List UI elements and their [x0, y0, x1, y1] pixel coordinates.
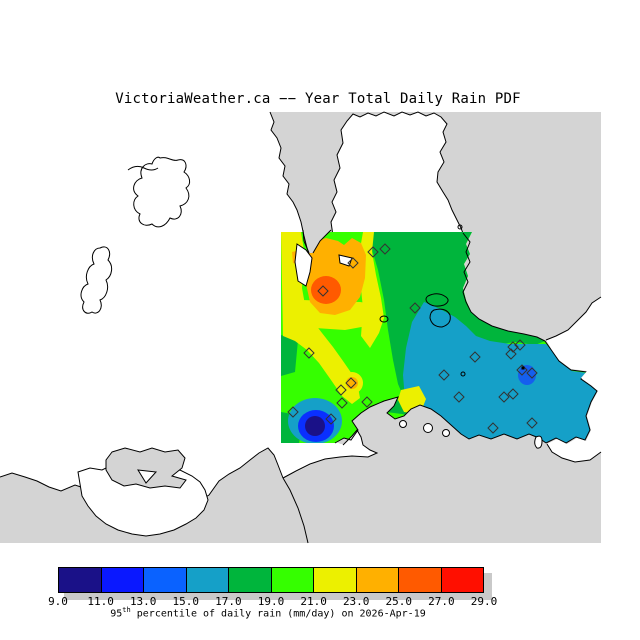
zero-rock-islet	[379, 315, 389, 323]
station-marker	[498, 391, 510, 403]
colorbar-tick: 19.0	[257, 595, 285, 608]
small-islet-1	[460, 371, 466, 377]
albert-head-coastline	[282, 477, 309, 544]
colorbar-tick: 21.0	[300, 595, 327, 608]
station-marker	[438, 369, 450, 381]
contour-teal-lobe	[403, 302, 597, 443]
esquimalt-islet-1	[399, 420, 407, 428]
station-marker	[367, 246, 379, 258]
colorbar-segment	[144, 568, 187, 592]
station-marker	[526, 417, 538, 429]
station-marker	[507, 341, 519, 353]
station-marker	[507, 388, 519, 400]
station-marker	[505, 348, 517, 360]
station-marker	[453, 391, 465, 403]
colorbar-tick: 13.0	[129, 595, 157, 608]
colorbar-tick: 11.0	[87, 595, 114, 608]
colorbar-segment	[356, 568, 399, 592]
river-squiggle	[127, 165, 159, 171]
colorbar-tick: 23.0	[342, 595, 370, 608]
saanich-peninsula-land	[331, 112, 464, 236]
colorbar-segment	[314, 568, 357, 592]
sooke-basin-islet	[137, 469, 158, 484]
san-juan-island-land	[546, 297, 601, 462]
station-marker	[409, 302, 421, 314]
station-marker	[516, 364, 528, 376]
station-marker	[336, 397, 348, 409]
harbour-islet	[534, 435, 543, 449]
station-marker	[335, 384, 347, 396]
caption-text: percentile of daily rain (mm/day) on 202…	[130, 608, 426, 620]
colorbar-segment	[399, 568, 442, 592]
colorbar-segment	[101, 568, 144, 592]
malahat-coastline	[269, 111, 310, 255]
contour-lightblue-blob	[518, 365, 536, 385]
data-east-coastline	[462, 232, 598, 444]
station-marker	[317, 285, 329, 297]
colorbar-segment	[441, 568, 483, 592]
plot-title: VictoriaWeather.ca −− Year Total Daily R…	[115, 91, 521, 107]
data-bottom-coastline	[334, 396, 547, 444]
james-island	[429, 308, 451, 328]
colorbar-tick: 25.0	[385, 595, 413, 608]
saanich-inlet-tail-water	[303, 230, 331, 253]
saanich-peninsula-coastline	[330, 111, 465, 237]
colorbar-caption: 95th percentile of daily rain (mm/day) o…	[0, 606, 536, 619]
station-marker	[287, 406, 299, 418]
station-marker	[469, 351, 481, 363]
colorbar-tick: 15.0	[172, 595, 200, 608]
station-marker	[514, 339, 526, 351]
caption-superscript: th	[122, 606, 131, 614]
sidney-island	[425, 293, 449, 307]
colorbar-segment	[229, 568, 272, 592]
station-marker	[379, 243, 391, 255]
colorbar-tick: 17.0	[215, 595, 242, 608]
contour-min-navy-core	[305, 416, 325, 436]
colorbar-tick: 9.0	[48, 595, 68, 608]
sooke-basin-water	[105, 447, 187, 489]
station-marker	[325, 413, 337, 425]
colorbar-tick: 29.0	[470, 595, 498, 608]
esquimalt-islet-2	[423, 423, 433, 433]
caption-number: 95	[110, 608, 123, 620]
station-marker	[361, 396, 373, 408]
metchosin-land	[274, 430, 377, 478]
colorbar-segment	[59, 568, 102, 592]
station-dot	[521, 366, 525, 370]
colorbar	[58, 567, 484, 593]
lake-upper	[133, 156, 191, 228]
san-juan-island-coastline	[545, 296, 602, 463]
esquimalt-islet-3	[442, 429, 450, 437]
station-marker	[526, 367, 538, 379]
contour-darkorange-core	[311, 276, 341, 304]
lake-shawnigan	[80, 246, 113, 314]
inlet-west-shore-land	[294, 243, 313, 287]
colorbar-segment	[271, 568, 314, 592]
colorbar-tick: 27.0	[428, 595, 455, 608]
contour-dark-green-left1	[281, 335, 298, 376]
station-marker	[347, 257, 359, 269]
small-islet-2	[457, 224, 463, 230]
station-marker	[487, 422, 499, 434]
colorbar-segment	[186, 568, 229, 592]
station-markers	[287, 243, 538, 434]
station-marker	[303, 347, 315, 359]
station-marker	[345, 377, 357, 389]
